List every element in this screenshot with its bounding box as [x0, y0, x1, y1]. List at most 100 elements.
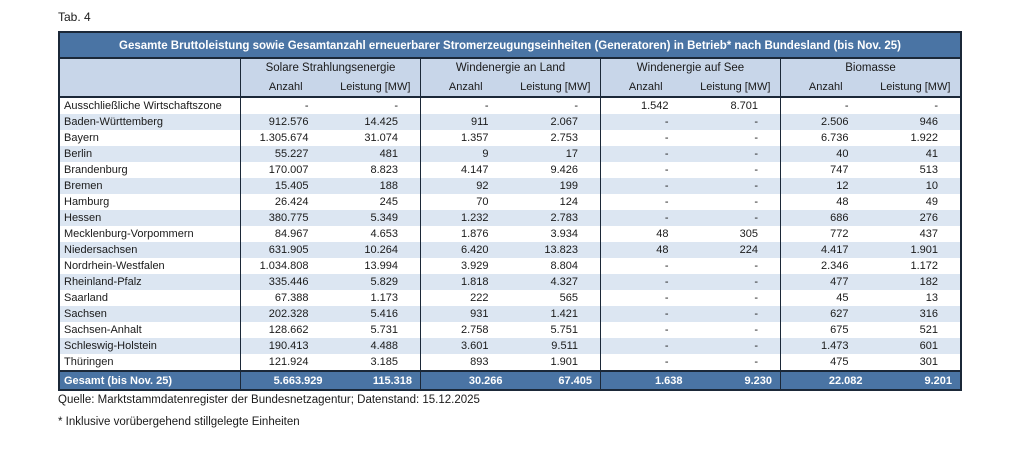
state-name-cell: Mecklenburg-Vorpommern — [64, 228, 194, 240]
value-cell: 475 — [780, 354, 871, 370]
value-cell: 1.357 — [420, 130, 511, 146]
state-name-cell: Sachsen — [64, 308, 107, 320]
value-cell: 513 — [919, 164, 938, 176]
total-value-cell: 22.082 — [780, 372, 871, 389]
value-cell: 9.511 — [551, 340, 578, 352]
value-cell: 17 — [565, 148, 578, 160]
value-cell: 316 — [919, 308, 938, 320]
header-col-leistung: Leistung [MW] — [520, 81, 591, 93]
table-row: Rheinland-Pfalz 335.446 5.829 1.818 4.327 - - 4… — [60, 274, 960, 290]
value-cell: 1.305.674 — [240, 130, 331, 146]
total-value-cell: 1.638 — [600, 372, 691, 389]
state-name-cell: Hamburg — [64, 196, 110, 208]
value-cell: 772 — [780, 226, 871, 242]
value-cell: 1.901 — [550, 356, 578, 368]
value-cell: 12 — [780, 178, 871, 194]
value-cell: 276 — [919, 212, 938, 224]
table-row: Nordrhein-Westfalen 1.034.808 13.994 3.929 8… — [60, 258, 960, 274]
state-name-cell: Hessen — [64, 212, 102, 224]
value-cell: - — [754, 164, 758, 176]
value-cell: 1.172 — [910, 260, 938, 272]
table-row: Baden-Württemberg 912.576 14.425 911 2.067 - -… — [60, 114, 960, 130]
value-cell: 48 — [600, 242, 691, 258]
value-cell: 124 — [559, 196, 578, 208]
value-cell: 13.823 — [544, 244, 578, 256]
value-cell: 1.173 — [370, 292, 398, 304]
value-cell: 477 — [780, 274, 871, 290]
value-cell: 931 — [420, 306, 511, 322]
table-row: Hessen 380.775 5.349 1.232 2.783 - - 686 276 — [60, 210, 960, 226]
value-cell: - — [600, 178, 691, 194]
value-cell: - — [754, 292, 758, 304]
table-body: Ausschließliche Wirtschaftszone - - - -1.542… — [60, 98, 960, 370]
value-cell: 565 — [559, 292, 578, 304]
value-cell: - — [600, 322, 691, 338]
value-cell: 4.417 — [780, 242, 871, 258]
value-cell: - — [600, 290, 691, 306]
value-cell: 15.405 — [240, 178, 331, 194]
value-cell: 2.506 — [780, 114, 871, 130]
value-cell: 13 — [925, 292, 938, 304]
value-cell: 4.327 — [550, 276, 578, 288]
state-name-cell: Schleswig-Holstein — [64, 340, 157, 352]
value-cell: 121.924 — [240, 354, 331, 370]
header-col-leistung: Leistung [MW] — [700, 81, 771, 93]
value-cell: - — [600, 258, 691, 274]
state-name-cell: Bremen — [64, 180, 103, 192]
value-cell: 26.424 — [240, 194, 331, 210]
table-row: Saarland 67.388 1.173 222 565 - - 45 13 — [60, 290, 960, 306]
header-col-anzahl: Anzahl — [600, 78, 691, 96]
value-cell: - — [600, 354, 691, 370]
value-cell: - — [600, 306, 691, 322]
value-cell: 893 — [420, 354, 511, 370]
value-cell: 49 — [925, 196, 938, 208]
value-cell: 190.413 — [240, 338, 331, 354]
renewables-table: Gesamte Bruttoleistung sowie Gesamtanzah… — [58, 31, 962, 391]
value-cell: 92 — [420, 178, 511, 194]
value-cell: 6.736 — [780, 130, 871, 146]
state-name-cell: Nordrhein-Westfalen — [64, 260, 165, 272]
value-cell: 84.967 — [240, 226, 331, 242]
table-row: Mecklenburg-Vorpommern 84.967 4.653 1.876 3.… — [60, 226, 960, 242]
value-cell: 305 — [739, 228, 758, 240]
value-cell: 1.473 — [780, 338, 871, 354]
value-cell: 3.185 — [370, 356, 398, 368]
value-cell: 9 — [420, 146, 511, 162]
value-cell: 41 — [925, 148, 938, 160]
header-group-biomass: Biomasse — [780, 59, 960, 78]
header-group-wind-onshore: Windenergie an Land — [420, 59, 600, 78]
value-cell: 911 — [420, 114, 511, 130]
value-cell: 4.147 — [420, 162, 511, 178]
header-group-row: Solare Strahlungsenergie Windenergie an … — [60, 59, 960, 78]
value-cell: - — [600, 194, 691, 210]
value-cell: 2.753 — [550, 132, 578, 144]
state-name-cell: Ausschließliche Wirtschaftszone — [64, 100, 222, 112]
value-cell: - — [754, 132, 758, 144]
value-cell: 301 — [919, 356, 938, 368]
value-cell: 2.783 — [550, 212, 578, 224]
value-cell: 3.601 — [420, 338, 511, 354]
value-cell: 627 — [780, 306, 871, 322]
value-cell: 10.264 — [364, 244, 398, 256]
value-cell: 48 — [600, 226, 691, 242]
header-col-anzahl: Anzahl — [240, 78, 331, 96]
state-name-cell: Thüringen — [64, 356, 114, 368]
value-cell: 1.876 — [420, 226, 511, 242]
value-cell: 5.416 — [370, 308, 398, 320]
header-group-wind-offshore: Windenergie auf See — [600, 59, 780, 78]
value-cell: 481 — [379, 148, 398, 160]
state-name-cell: Baden-Württemberg — [64, 116, 164, 128]
value-cell: 67.388 — [240, 290, 331, 306]
table-row: Thüringen 121.924 3.185 893 1.901 - - 475 301 — [60, 354, 960, 370]
value-cell: 631.905 — [240, 242, 331, 258]
value-cell: 170.007 — [240, 162, 331, 178]
value-cell: 601 — [919, 340, 938, 352]
value-cell: - — [754, 308, 758, 320]
value-cell: 45 — [780, 290, 871, 306]
value-cell: 6.420 — [420, 242, 511, 258]
table-row: Schleswig-Holstein 190.413 4.488 3.601 9.511… — [60, 338, 960, 354]
value-cell: 4.488 — [370, 340, 398, 352]
state-name-cell: Saarland — [64, 292, 109, 304]
value-cell: 1.922 — [910, 132, 938, 144]
state-name-cell: Brandenburg — [64, 164, 128, 176]
